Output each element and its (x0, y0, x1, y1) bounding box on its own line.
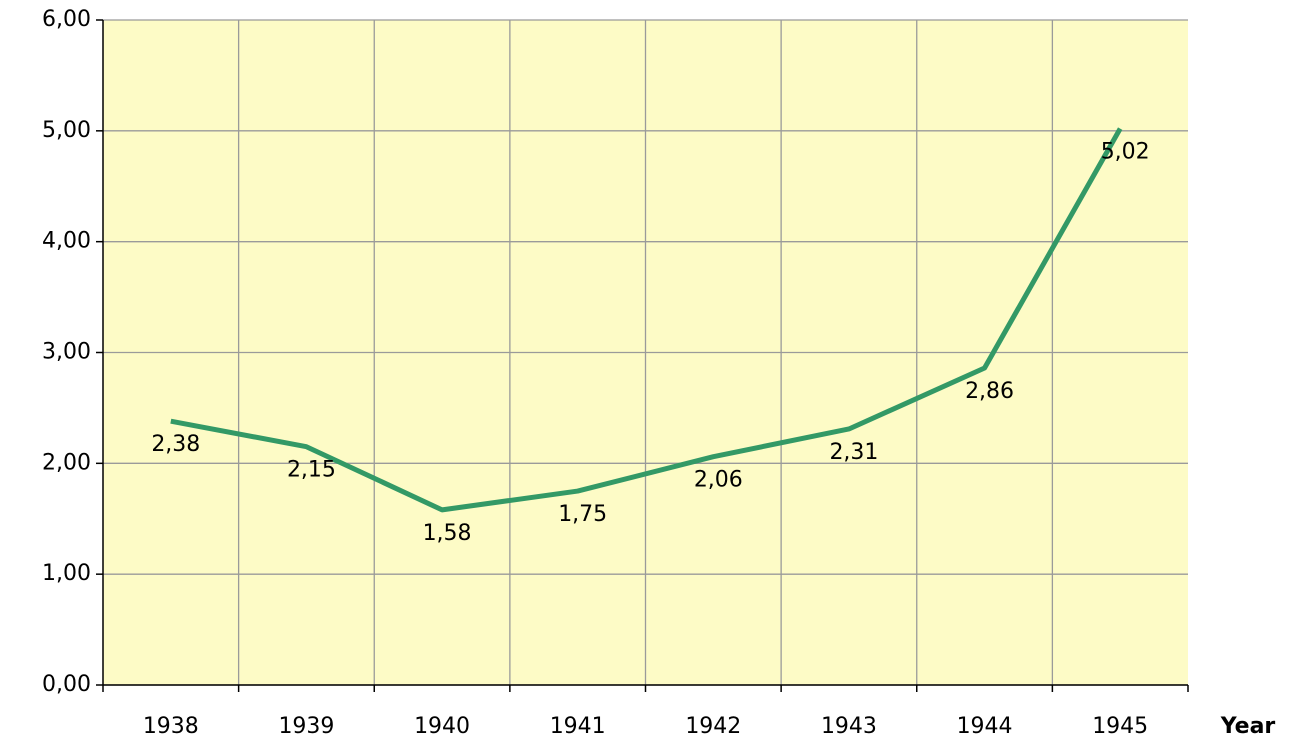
x-tick-label: 1940 (414, 714, 470, 739)
data-label: 1,58 (423, 521, 472, 546)
data-label: 5,02 (1101, 140, 1150, 165)
x-tick-label: 1938 (143, 714, 199, 739)
data-label: 1,75 (558, 502, 607, 527)
x-tick-label: 1944 (957, 714, 1013, 739)
y-tick-label: 1,00 (42, 561, 91, 586)
data-label: 2,15 (287, 458, 336, 483)
y-tick-label: 2,00 (42, 450, 91, 475)
data-label: 2,86 (965, 379, 1014, 404)
y-tick-label: 5,00 (42, 118, 91, 143)
x-tick-label: 1939 (278, 714, 334, 739)
y-tick-label: 3,00 (42, 340, 91, 365)
x-tick-label: 1942 (685, 714, 741, 739)
data-label: 2,38 (151, 432, 200, 457)
y-tick-label: 0,00 (42, 672, 91, 697)
y-tick-label: 6,00 (42, 7, 91, 32)
x-axis-label: Year (1220, 714, 1276, 739)
data-line (170, 127, 1123, 513)
x-tick-label: 1941 (550, 714, 606, 739)
data-label: 2,31 (829, 440, 878, 465)
data-label: 2,06 (694, 468, 743, 493)
y-tick-label: 4,00 (42, 229, 91, 254)
x-tick-label: 1943 (821, 714, 877, 739)
x-tick-label: 1945 (1092, 714, 1148, 739)
